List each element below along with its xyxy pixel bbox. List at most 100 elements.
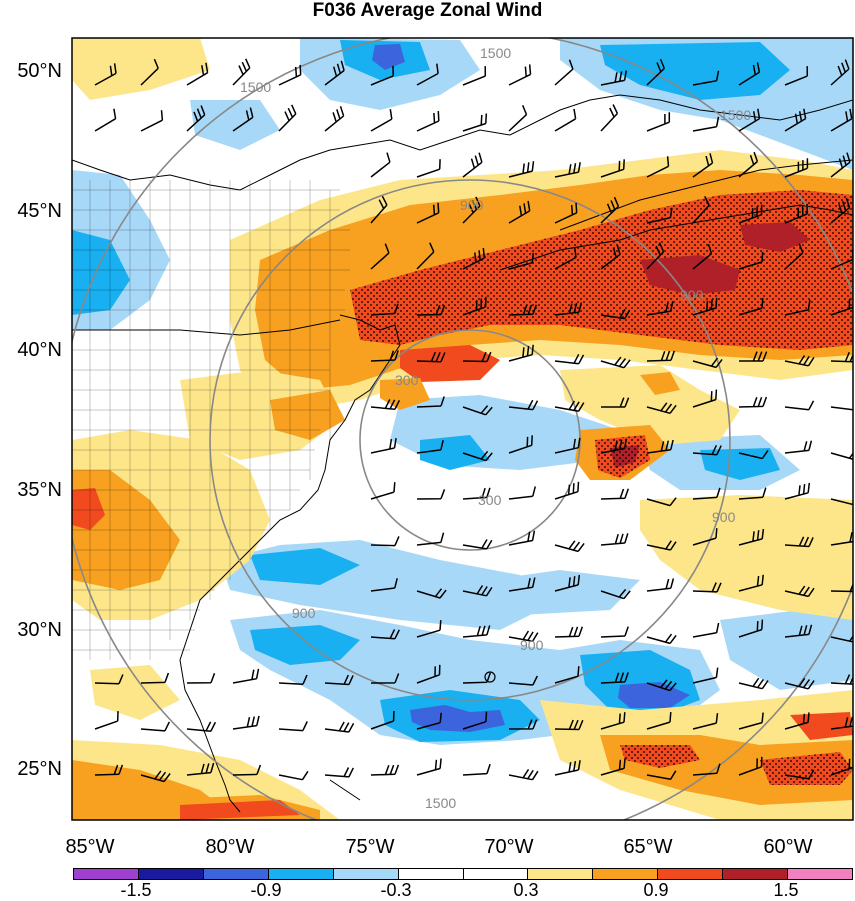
lat-label: 35°N [17,479,62,501]
wind-barb [692,243,713,270]
wind-barb [738,396,768,408]
colorbar-swatch [398,869,464,879]
wind-barb [462,487,491,500]
wind-barb [370,710,395,730]
wind-barb [140,721,170,732]
wind-barb [738,251,764,270]
wind-barb [738,298,764,316]
wind-barb [462,711,488,730]
wind-barb [646,301,674,316]
wind-barb [508,344,534,362]
wind-barb [600,712,626,730]
contour-label: 1500 [240,79,271,95]
wind-barb [784,243,804,270]
wind-barb [692,582,722,593]
wind-barb [370,578,398,592]
wind-barb [738,62,761,86]
wind-barb [416,396,445,408]
wind-barb [370,673,400,684]
lon-label: 80°W [205,836,255,858]
wind-barb [462,113,488,132]
colorbar-swatch [203,869,269,879]
wind-barb [324,767,354,778]
wind-barb [738,712,764,730]
colorbar-swatch [333,869,399,879]
colorbar-label: 0.3 [513,880,539,900]
wind-barb [416,242,435,270]
wind-barb [830,758,853,776]
wind-barb [554,574,581,592]
wind-barb [692,70,720,86]
wind-barb [370,303,399,316]
wind-barb [554,540,585,553]
contour-label: 900 [680,287,704,303]
wind-barb [784,108,807,132]
wind-barb [508,630,539,642]
wind-barb [416,63,439,86]
wind-barb [186,762,215,776]
wind-barb [646,578,675,592]
wind-barb [370,350,399,362]
wind-barb [94,711,119,730]
wind-barb [738,619,764,638]
wind-barb [462,196,481,224]
wind-barb [462,405,493,416]
wind-barb [830,108,853,132]
wind-barb [554,202,578,224]
wind-barb [554,353,585,365]
colorbar-swatch [74,869,139,879]
wind-barb [94,108,117,132]
wind-barb [784,299,811,316]
wind-barb [646,439,674,454]
wind-barb [692,667,719,684]
wind-barb [324,721,355,733]
wind-barb [692,487,721,500]
wind-barb [416,620,442,638]
lat-label: 50°N [17,60,62,82]
wind-barb [554,247,577,270]
wind-barb [738,677,769,690]
lon-label: 60°W [763,836,813,858]
colorbar-label: -0.3 [380,880,412,900]
wind-barb [600,626,629,638]
wind-barb [830,406,853,411]
wind-barb [94,764,124,776]
wind-barb [784,158,809,178]
wind-barb [738,449,769,460]
wind-barb [784,482,811,500]
wind-barb [554,400,585,412]
contour-label: 1500 [720,107,751,123]
wind-barb [692,153,714,178]
wind-barb [601,397,630,408]
wind-barb [278,770,309,781]
wind-barb [140,58,159,86]
wind-barb [416,305,446,316]
wind-barb [370,243,390,270]
wind-barb [462,351,492,363]
plot-frame [71,37,854,821]
lat-label: 45°N [17,200,62,222]
wind-barb [600,672,629,684]
wind-barb [784,585,815,598]
wind-barb [508,200,531,224]
wind-barb [784,400,815,411]
contour-label: 900 [712,509,736,525]
wind-barb [738,151,759,178]
wind-barb [416,489,446,500]
wind-barb [508,105,528,132]
wind-barb [508,530,536,546]
wind-barb [140,110,164,132]
wind-barb [462,763,491,776]
wind-barb [738,108,761,132]
lat-label: 30°N [17,619,62,641]
colorbar-swatch [528,869,594,879]
wind-barb [370,195,388,224]
wind-barb [600,244,621,270]
wind-barb [508,675,538,686]
wind-barb [370,764,400,776]
colorbar-swatch [268,869,334,879]
wind-barb [738,528,765,546]
wind-barb [600,70,628,86]
wind-barb [600,308,631,320]
